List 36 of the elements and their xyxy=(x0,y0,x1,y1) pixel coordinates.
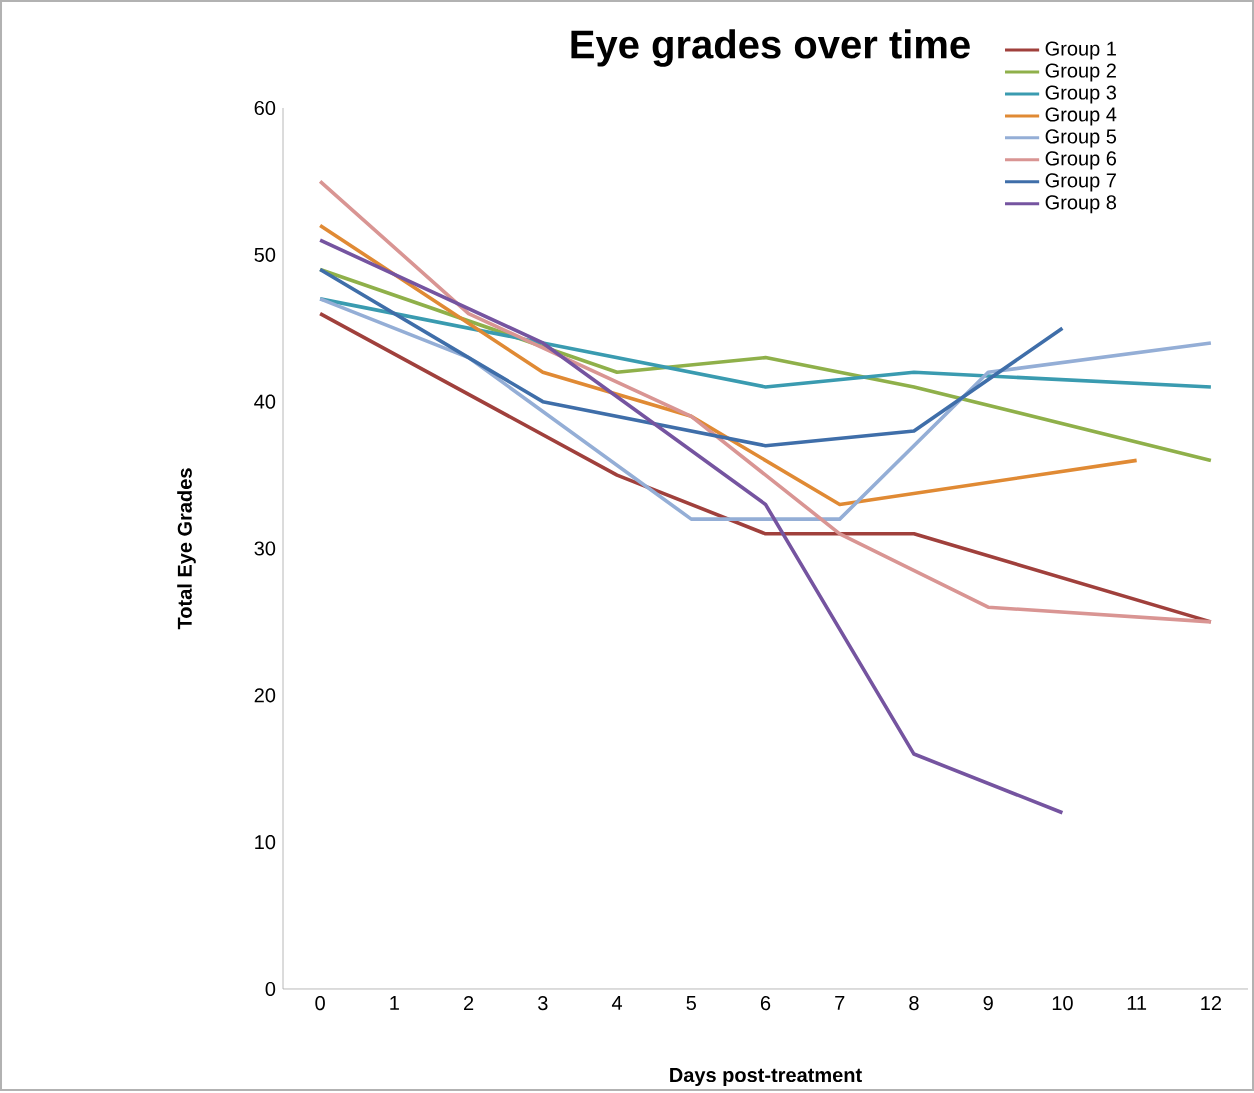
x-tick-label: 4 xyxy=(611,996,623,1010)
line-series xyxy=(318,297,1213,522)
legend-label: Group 3 xyxy=(1045,85,1117,104)
x-axis-title: Days post-treatment xyxy=(670,1068,862,1087)
y-tick-label: 60 xyxy=(254,101,276,116)
y-tick-label: 30 xyxy=(254,541,276,556)
x-tick-label: 9 xyxy=(983,996,993,1011)
legend-label: Group 1 xyxy=(1045,41,1116,60)
y-tick-label: 20 xyxy=(254,688,276,703)
legend-label: Group 8 xyxy=(1045,195,1117,214)
line-series xyxy=(318,297,1213,389)
y-axis-title: Total Eye Grades xyxy=(177,468,196,630)
y-tick-label: 50 xyxy=(254,247,276,263)
legend-label: Group 4 xyxy=(1045,107,1117,126)
x-tick-label: 5 xyxy=(686,996,696,1011)
x-tick-label: 0 xyxy=(315,996,325,1011)
x-tick-label: 6 xyxy=(760,996,771,1011)
legend-label: Group 7 xyxy=(1045,173,1116,192)
x-tick-label: 11 xyxy=(1127,996,1147,1010)
legend-label: Group 6 xyxy=(1045,151,1117,170)
x-tick-label: 2 xyxy=(464,996,474,1011)
chart-title: Eye grades over time xyxy=(571,29,970,67)
legend-label: Group 2 xyxy=(1045,63,1116,82)
y-tick-label: 0 xyxy=(265,982,276,997)
x-tick-label: 10 xyxy=(1052,996,1073,1011)
x-tick-label: 1 xyxy=(390,996,399,1010)
x-tick-label: 12 xyxy=(1201,996,1222,1011)
y-tick-label: 10 xyxy=(255,835,276,850)
x-tick-label: 3 xyxy=(538,996,548,1011)
line-series xyxy=(318,223,1139,507)
legend-label: Group 5 xyxy=(1045,129,1117,148)
line-series xyxy=(318,238,1065,815)
x-tick-label: 7 xyxy=(835,996,845,1010)
line-series xyxy=(318,267,1065,448)
x-tick-label: 8 xyxy=(909,996,919,1011)
y-tick-label: 40 xyxy=(254,394,276,409)
